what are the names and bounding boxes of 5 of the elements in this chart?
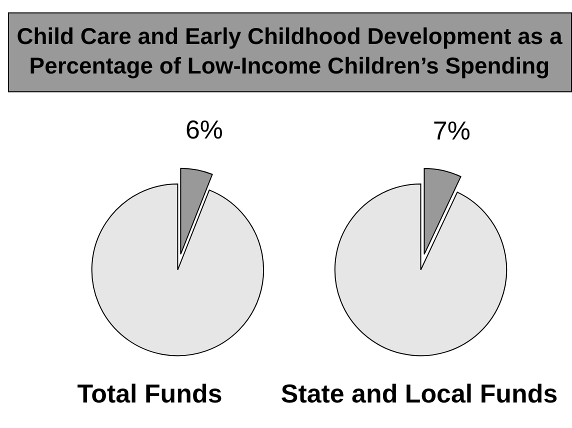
text: Total Funds: [77, 380, 222, 409]
text: State and Local Funds: [280, 380, 558, 409]
data-label: 7%: [432, 118, 470, 146]
data-label: 6%: [186, 116, 223, 145]
chart-title: Child Care and Early Childhood Development as a Percentage of Low-Income Children’s Spending: [16, 22, 562, 79]
